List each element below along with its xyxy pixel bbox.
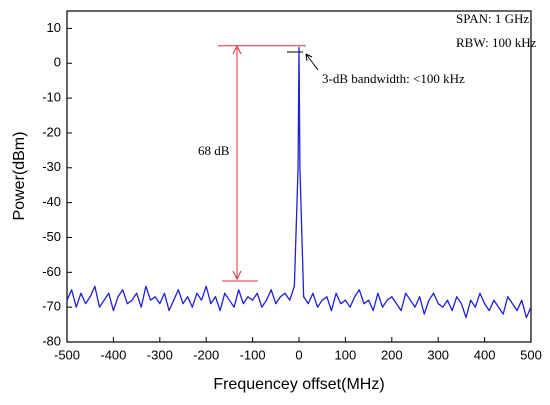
annotation: 68 dB	[198, 143, 230, 158]
series-line	[66, 46, 532, 319]
x-tick-label: -400	[100, 347, 126, 362]
x-tick-label: -500	[54, 347, 80, 362]
y-tick-label: -10	[42, 90, 61, 105]
x-tick-label: 400	[474, 347, 496, 362]
x-tick-label: 500	[520, 347, 542, 362]
y-tick-label: -30	[42, 159, 61, 174]
x-tick-label: 0	[295, 347, 302, 362]
annotation: SPAN: 1 GHz	[456, 11, 529, 26]
x-tick-label: -200	[193, 347, 219, 362]
y-tick-label: 0	[54, 55, 61, 70]
y-tick-label: 10	[47, 20, 61, 35]
annotation: RBW: 100 kHz	[456, 35, 537, 50]
annotation-arrowheads	[232, 44, 242, 281]
x-tick-label: 300	[427, 347, 449, 362]
annotation-arrow	[305, 53, 319, 71]
y-tick-label: -40	[42, 194, 61, 209]
x-tick-label: 200	[381, 347, 403, 362]
x-tick-label: 100	[335, 347, 357, 362]
y-tick-label: -70	[42, 299, 61, 314]
y-axis-label: Power(dBm)	[11, 132, 28, 221]
x-tick-label: -100	[240, 347, 266, 362]
annotation: 3-dB bandwidth: <100 kHz	[322, 71, 465, 86]
x-axis-label: Frequencey offset(MHz)	[213, 376, 384, 393]
x-tick-label: -300	[147, 347, 173, 362]
y-tick-label: -80	[42, 333, 61, 348]
y-tick-label: -50	[42, 229, 61, 244]
y-tick-label: -60	[42, 264, 61, 279]
marks	[66, 46, 532, 319]
y-tick-label: -20	[42, 124, 61, 139]
